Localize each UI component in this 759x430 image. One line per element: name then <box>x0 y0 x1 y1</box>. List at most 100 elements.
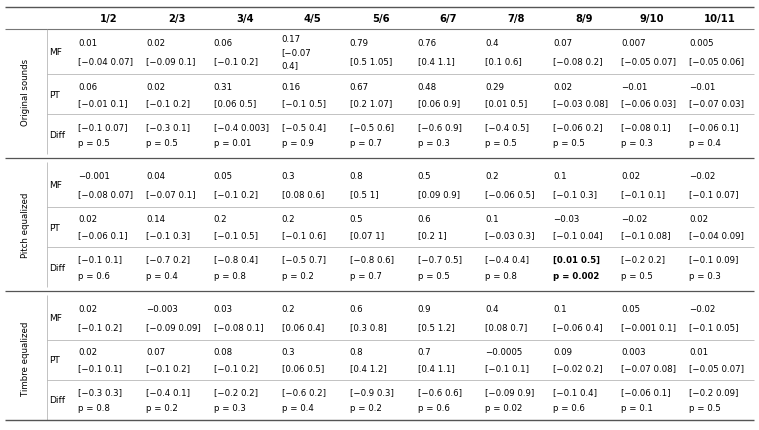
Text: [−0.07 0.1]: [−0.07 0.1] <box>146 190 195 199</box>
Text: [−0.07: [−0.07 <box>282 48 311 57</box>
Text: −0.0005: −0.0005 <box>486 347 523 356</box>
Text: [−0.1 0.6]: [−0.1 0.6] <box>282 231 326 240</box>
Text: MF: MF <box>49 181 62 190</box>
Text: [−0.04 0.09]: [−0.04 0.09] <box>689 231 744 240</box>
Text: 0.02: 0.02 <box>689 215 708 224</box>
Text: 5/6: 5/6 <box>372 14 389 24</box>
Text: [−0.6 0.9]: [−0.6 0.9] <box>417 123 461 132</box>
Text: [−0.1 0.04]: [−0.1 0.04] <box>553 231 603 240</box>
Text: [−0.05 0.07]: [−0.05 0.07] <box>689 363 744 372</box>
Text: [0.3 0.8]: [0.3 0.8] <box>350 322 386 331</box>
Text: p = 0.8: p = 0.8 <box>78 403 110 412</box>
Text: 0.1: 0.1 <box>486 215 499 224</box>
Text: 0.07: 0.07 <box>553 39 572 48</box>
Text: [0.08 0.7]: [0.08 0.7] <box>486 322 528 331</box>
Text: 0.06: 0.06 <box>214 39 233 48</box>
Text: 0.17: 0.17 <box>282 35 301 44</box>
Text: 0.9: 0.9 <box>417 304 431 313</box>
Text: [−0.9 0.3]: [−0.9 0.3] <box>350 387 393 396</box>
Text: [−0.06 0.2]: [−0.06 0.2] <box>553 123 603 132</box>
Text: 0.02: 0.02 <box>553 83 572 92</box>
Text: [−0.06 0.1]: [−0.06 0.1] <box>78 231 128 240</box>
Text: [−0.5 0.4]: [−0.5 0.4] <box>282 123 326 132</box>
Text: [0.07 1]: [0.07 1] <box>350 231 384 240</box>
Text: p = 0.3: p = 0.3 <box>689 271 721 280</box>
Text: Timbre equalized: Timbre equalized <box>21 320 30 395</box>
Text: 3/4: 3/4 <box>236 14 254 24</box>
Text: 0.3: 0.3 <box>282 172 295 181</box>
Text: [−0.1 0.2]: [−0.1 0.2] <box>214 363 258 372</box>
Text: 0.5: 0.5 <box>417 172 431 181</box>
Text: p = 0.5: p = 0.5 <box>486 138 518 147</box>
Text: 0.1: 0.1 <box>553 172 567 181</box>
Text: [0.2 1]: [0.2 1] <box>417 231 446 240</box>
Text: [0.06 0.9]: [0.06 0.9] <box>417 98 460 108</box>
Text: 9/10: 9/10 <box>640 14 664 24</box>
Text: p = 0.7: p = 0.7 <box>350 271 382 280</box>
Text: 0.08: 0.08 <box>214 347 233 356</box>
Text: [−0.6 0.2]: [−0.6 0.2] <box>282 387 326 396</box>
Text: [0.5 1.05]: [0.5 1.05] <box>350 57 392 66</box>
Text: [−0.8 0.4]: [−0.8 0.4] <box>214 255 258 264</box>
Text: 0.07: 0.07 <box>146 347 165 356</box>
Text: [−0.07 0.08]: [−0.07 0.08] <box>621 363 676 372</box>
Text: p = 0.5: p = 0.5 <box>146 138 178 147</box>
Text: [−0.1 0.2]: [−0.1 0.2] <box>146 98 190 108</box>
Text: [0.4 1.1]: [0.4 1.1] <box>417 363 454 372</box>
Text: MF: MF <box>49 313 62 322</box>
Text: p = 0.01: p = 0.01 <box>214 138 251 147</box>
Text: [−0.4 0.4]: [−0.4 0.4] <box>486 255 529 264</box>
Text: 0.6: 0.6 <box>350 304 364 313</box>
Text: [0.09 0.9]: [0.09 0.9] <box>417 190 459 199</box>
Text: [−0.06 0.03]: [−0.06 0.03] <box>621 98 676 108</box>
Text: [−0.3 0.3]: [−0.3 0.3] <box>78 387 122 396</box>
Text: p = 0.2: p = 0.2 <box>146 403 178 412</box>
Text: PT: PT <box>49 223 60 232</box>
Text: [−0.06 0.1]: [−0.06 0.1] <box>621 387 671 396</box>
Text: 0.67: 0.67 <box>350 83 369 92</box>
Text: 7/8: 7/8 <box>508 14 525 24</box>
Text: 0.02: 0.02 <box>78 347 97 356</box>
Text: p = 0.02: p = 0.02 <box>486 403 523 412</box>
Text: 0.8: 0.8 <box>350 172 364 181</box>
Text: Diff: Diff <box>49 396 65 405</box>
Text: [−0.5 0.6]: [−0.5 0.6] <box>350 123 394 132</box>
Text: 0.06: 0.06 <box>78 83 97 92</box>
Text: [−0.7 0.2]: [−0.7 0.2] <box>146 255 190 264</box>
Text: [−0.08 0.2]: [−0.08 0.2] <box>553 57 603 66</box>
Text: [−0.2 0.09]: [−0.2 0.09] <box>689 387 739 396</box>
Text: [−0.03 0.3]: [−0.03 0.3] <box>486 231 535 240</box>
Text: [−0.06 0.5]: [−0.06 0.5] <box>486 190 535 199</box>
Text: [−0.08 0.1]: [−0.08 0.1] <box>621 123 671 132</box>
Text: [−0.2 0.2]: [−0.2 0.2] <box>214 387 258 396</box>
Text: 0.09: 0.09 <box>553 347 572 356</box>
Text: [−0.1 0.08]: [−0.1 0.08] <box>621 231 671 240</box>
Text: Original sounds: Original sounds <box>21 59 30 126</box>
Text: Pitch equalized: Pitch equalized <box>21 192 30 258</box>
Text: p = 0.5: p = 0.5 <box>553 138 585 147</box>
Text: [−0.07 0.03]: [−0.07 0.03] <box>689 98 744 108</box>
Text: [−0.1 0.5]: [−0.1 0.5] <box>282 98 326 108</box>
Text: 10/11: 10/11 <box>704 14 736 24</box>
Text: 2/3: 2/3 <box>168 14 185 24</box>
Text: [0.4 1.2]: [0.4 1.2] <box>350 363 386 372</box>
Text: [−0.05 0.06]: [−0.05 0.06] <box>689 57 744 66</box>
Text: [−0.1 0.2]: [−0.1 0.2] <box>214 57 258 66</box>
Text: PT: PT <box>49 356 60 365</box>
Text: p = 0.6: p = 0.6 <box>553 403 585 412</box>
Text: [−0.3 0.1]: [−0.3 0.1] <box>146 123 190 132</box>
Text: −0.02: −0.02 <box>689 304 716 313</box>
Text: 0.007: 0.007 <box>621 39 646 48</box>
Text: 0.4: 0.4 <box>486 304 499 313</box>
Text: 0.31: 0.31 <box>214 83 233 92</box>
Text: 0.02: 0.02 <box>146 83 165 92</box>
Text: [0.08 0.6]: [0.08 0.6] <box>282 190 324 199</box>
Text: [−0.09 0.1]: [−0.09 0.1] <box>146 57 195 66</box>
Text: [−0.06 0.1]: [−0.06 0.1] <box>689 123 739 132</box>
Text: p = 0.9: p = 0.9 <box>282 138 313 147</box>
Text: [−0.1 0.05]: [−0.1 0.05] <box>689 322 739 331</box>
Text: [−0.06 0.4]: [−0.06 0.4] <box>553 322 603 331</box>
Text: [−0.1 0.2]: [−0.1 0.2] <box>214 190 258 199</box>
Text: [−0.1 0.1]: [−0.1 0.1] <box>486 363 529 372</box>
Text: [0.2 1.07]: [0.2 1.07] <box>350 98 392 108</box>
